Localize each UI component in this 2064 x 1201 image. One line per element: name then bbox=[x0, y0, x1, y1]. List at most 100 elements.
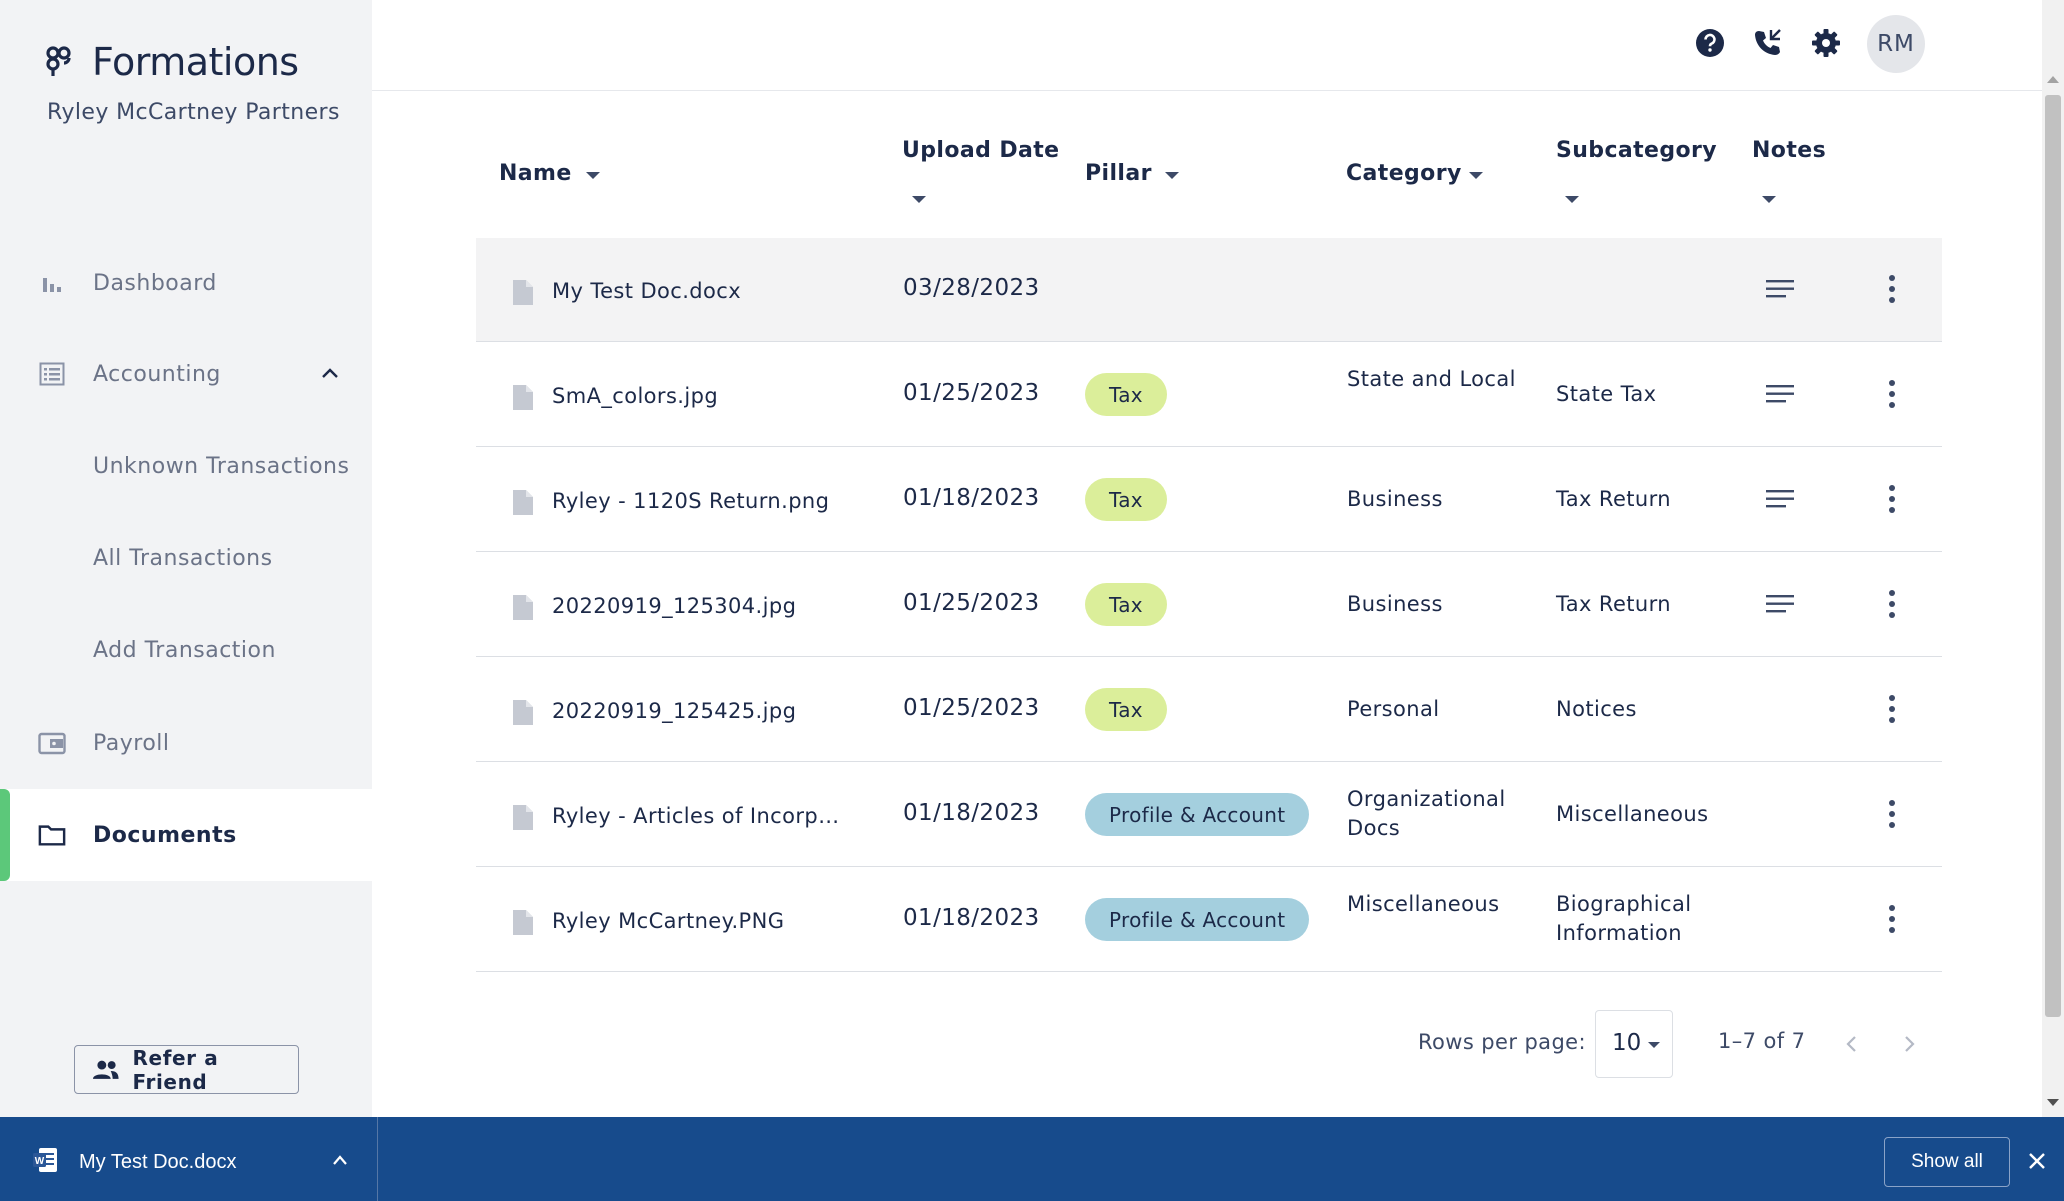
column-header-upload-date[interactable]: Upload Date bbox=[902, 138, 1060, 163]
upload-date: 01/18/2023 bbox=[903, 800, 1040, 826]
active-indicator bbox=[0, 789, 10, 881]
category-cell: Miscellaneous bbox=[1347, 892, 1500, 916]
document-name[interactable]: My Test Doc.docx bbox=[552, 279, 742, 303]
sidebar-item-all-transactions[interactable]: All Transactions bbox=[0, 512, 372, 604]
table-row[interactable]: Ryley - Articles of Incorpor... 01/18/202… bbox=[476, 763, 1942, 867]
top-header: RM bbox=[372, 0, 2042, 91]
file-icon bbox=[513, 595, 533, 620]
sidebar-item-label: Dashboard bbox=[93, 270, 217, 296]
sort-caret-icon[interactable] bbox=[586, 172, 600, 179]
bar-chart-icon bbox=[38, 269, 66, 297]
subcategory-cell: Biographical Information bbox=[1556, 892, 1692, 945]
file-icon bbox=[513, 805, 533, 830]
sort-caret-icon[interactable] bbox=[1165, 172, 1179, 179]
sidebar-item-label: Payroll bbox=[93, 730, 170, 756]
pagination-range: 1–7 of 7 bbox=[1718, 1029, 1806, 1053]
brand-name: Formations bbox=[92, 40, 299, 84]
sort-caret-icon[interactable] bbox=[1565, 196, 1579, 203]
rows-per-page-select[interactable]: 10 bbox=[1595, 1010, 1673, 1078]
upload-date: 01/25/2023 bbox=[903, 380, 1040, 406]
pillar-badge: Tax bbox=[1085, 478, 1167, 521]
dropdown-caret-icon bbox=[1648, 1042, 1660, 1048]
sidebar-item-unknown-transactions[interactable]: Unknown Transactions bbox=[0, 420, 372, 512]
download-file-name: My Test Doc.docx bbox=[79, 1151, 237, 1173]
scroll-down-arrow-icon[interactable] bbox=[2047, 1099, 2059, 1106]
notes-icon[interactable] bbox=[1766, 593, 1794, 615]
more-options-icon[interactable] bbox=[1886, 694, 1898, 724]
table-row[interactable]: Ryley - 1120S Return.png 01/18/2023 Tax Bus… bbox=[476, 448, 1942, 552]
subcategory-cell: State Tax bbox=[1556, 382, 1657, 406]
upload-date: 01/18/2023 bbox=[903, 905, 1040, 931]
table-row[interactable]: 20220919_125425.jpg 01/25/2023 Tax Personal… bbox=[476, 658, 1942, 762]
sidebar-item-dashboard[interactable]: Dashboard bbox=[0, 237, 372, 329]
column-header-pillar[interactable]: Pillar bbox=[1085, 161, 1152, 186]
column-header-category[interactable]: Category bbox=[1346, 161, 1462, 186]
sidebar-item-label: Unknown Transactions bbox=[93, 453, 350, 479]
sidebar-item-add-transaction[interactable]: Add Transaction bbox=[0, 604, 372, 696]
scrollbar-thumb[interactable] bbox=[2045, 95, 2061, 1017]
sidebar-item-label: Documents bbox=[93, 822, 237, 848]
previous-page-icon[interactable] bbox=[1842, 1032, 1862, 1056]
category-cell: Business bbox=[1347, 592, 1443, 616]
sidebar-item-label: Add Transaction bbox=[93, 637, 276, 663]
refer-a-friend-button[interactable]: Refer a Friend bbox=[74, 1045, 299, 1094]
column-header-subcategory[interactable]: Subcategory bbox=[1556, 138, 1718, 163]
formations-logo-icon bbox=[46, 46, 71, 76]
sidebar-item-payroll[interactable]: Payroll bbox=[0, 697, 372, 789]
people-icon bbox=[92, 1060, 119, 1079]
pillar-badge: Tax bbox=[1085, 373, 1167, 416]
document-name[interactable]: 20220919_125304.jpg bbox=[552, 594, 797, 618]
user-avatar[interactable]: RM bbox=[1867, 15, 1925, 73]
more-options-icon[interactable] bbox=[1886, 589, 1898, 619]
upload-date: 01/25/2023 bbox=[903, 695, 1040, 721]
rows-per-page-label: Rows per page: bbox=[1418, 1030, 1586, 1054]
close-icon[interactable] bbox=[2027, 1151, 2047, 1171]
chevron-up-icon[interactable] bbox=[332, 1154, 348, 1166]
pillar-badge: Profile & Account bbox=[1085, 898, 1310, 941]
more-options-icon[interactable] bbox=[1886, 904, 1898, 934]
table-row[interactable]: Ryley McCartney.PNG 01/18/2023 Profile & A… bbox=[476, 868, 1942, 972]
help-icon[interactable] bbox=[1694, 27, 1726, 59]
settings-icon[interactable] bbox=[1810, 27, 1842, 59]
next-page-icon[interactable] bbox=[1899, 1032, 1919, 1056]
sort-caret-icon[interactable] bbox=[1762, 196, 1776, 203]
document-name[interactable]: Ryley - 1120S Return.png bbox=[552, 489, 830, 513]
notes-icon[interactable] bbox=[1766, 278, 1794, 300]
upload-date: 01/25/2023 bbox=[903, 590, 1040, 616]
notes-icon[interactable] bbox=[1766, 383, 1794, 405]
document-name[interactable]: SmA_colors.jpg bbox=[552, 384, 719, 408]
pillar-badge: Profile & Account bbox=[1085, 793, 1310, 836]
subcategory-cell: Notices bbox=[1556, 697, 1637, 721]
more-options-icon[interactable] bbox=[1886, 799, 1898, 829]
scroll-up-arrow-icon[interactable] bbox=[2047, 76, 2059, 83]
sidebar-item-accounting[interactable]: Accounting bbox=[0, 328, 372, 420]
more-options-icon[interactable] bbox=[1886, 274, 1898, 304]
table-row[interactable]: SmA_colors.jpg 01/25/2023 Tax State and Loc… bbox=[476, 343, 1942, 447]
sidebar-item-documents[interactable]: Documents bbox=[0, 789, 372, 881]
file-icon bbox=[513, 490, 533, 515]
phone-icon[interactable] bbox=[1752, 27, 1784, 59]
pillar-badge: Tax bbox=[1085, 583, 1167, 626]
file-icon bbox=[513, 700, 533, 725]
table-row[interactable]: 20220919_125304.jpg 01/25/2023 Tax Business… bbox=[476, 553, 1942, 657]
more-options-icon[interactable] bbox=[1886, 379, 1898, 409]
more-options-icon[interactable] bbox=[1886, 484, 1898, 514]
document-name[interactable]: Ryley McCartney.PNG bbox=[552, 909, 785, 933]
table-row[interactable]: My Test Doc.docx 03/28/2023 bbox=[476, 238, 1942, 342]
brand[interactable]: Formations bbox=[44, 40, 299, 84]
download-item[interactable]: W My Test Doc.docx bbox=[0, 1117, 378, 1201]
show-all-button[interactable]: Show all bbox=[1884, 1137, 2010, 1187]
document-name[interactable]: 20220919_125425.jpg bbox=[552, 699, 797, 723]
column-header-name[interactable]: Name bbox=[499, 161, 572, 186]
folder-icon bbox=[38, 821, 66, 849]
file-icon bbox=[513, 280, 533, 305]
document-name[interactable]: Ryley - Articles of Incorpor... bbox=[552, 804, 852, 828]
category-cell: State and Local bbox=[1347, 367, 1516, 391]
category-cell: Personal bbox=[1347, 697, 1440, 721]
column-header-notes[interactable]: Notes bbox=[1752, 138, 1827, 163]
sort-caret-icon[interactable] bbox=[1469, 172, 1483, 179]
chevron-up-icon[interactable] bbox=[318, 362, 342, 386]
sort-caret-icon[interactable] bbox=[912, 196, 926, 203]
sidebar: Formations Ryley McCartney Partners Dash… bbox=[0, 0, 372, 1117]
notes-icon[interactable] bbox=[1766, 488, 1794, 510]
